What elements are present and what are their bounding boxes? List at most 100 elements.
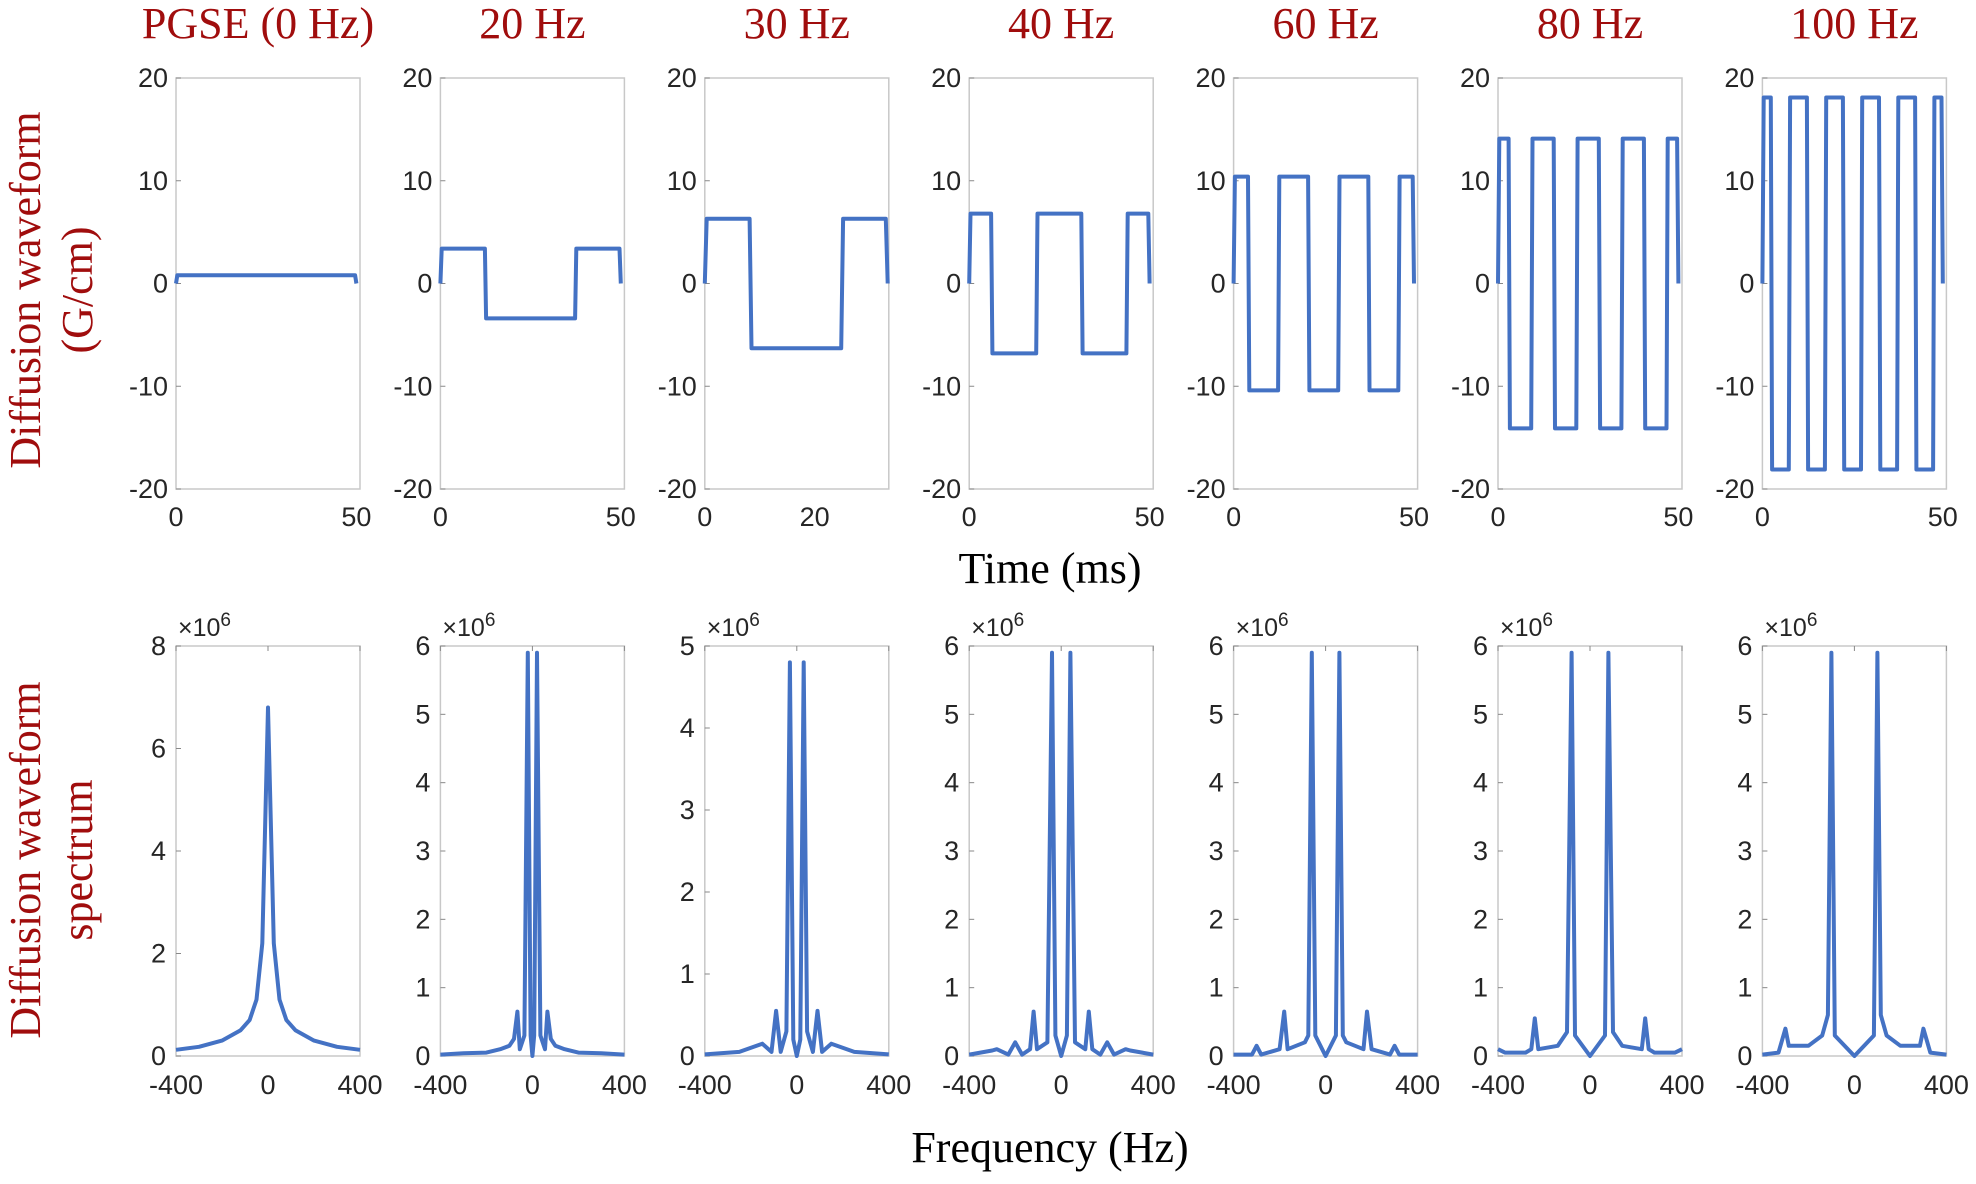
xtick-label: 0 xyxy=(962,502,977,532)
multiplier-exponent: 6 xyxy=(220,610,231,631)
xtick-label: 50 xyxy=(341,502,371,532)
xtick-label: 0 xyxy=(697,502,712,532)
waveform-line xyxy=(1231,174,1416,393)
axes-box xyxy=(704,645,890,1057)
axes-box xyxy=(175,77,361,490)
ytick-label: -20 xyxy=(658,474,697,504)
ytick-label: -10 xyxy=(922,371,961,401)
ytick-label: 0 xyxy=(944,1041,959,1071)
ytick-label: -20 xyxy=(1451,474,1490,504)
column-title: 60 Hz xyxy=(1272,0,1378,48)
ytick-label: 2 xyxy=(944,904,959,934)
ytick-label: 10 xyxy=(931,166,961,196)
ytick-label: -10 xyxy=(1187,371,1226,401)
ytick-label: -10 xyxy=(658,371,697,401)
multiplier-base: ×10 xyxy=(971,614,1013,642)
waveform-line xyxy=(1496,136,1681,431)
ytick-label: 4 xyxy=(1473,768,1488,798)
ytick-label: 1 xyxy=(944,973,959,1003)
ytick-label: -20 xyxy=(129,474,168,504)
ytick-label: 1 xyxy=(1209,973,1224,1003)
multiplier-base: ×10 xyxy=(707,614,749,642)
xtick-label: 0 xyxy=(260,1070,275,1100)
axes-box xyxy=(439,645,626,1057)
column-titles: PGSE (0 Hz) 20 Hz 30 Hz 40 Hz 60 Hz 80 Hz 100 … xyxy=(142,0,1919,48)
axes-box xyxy=(439,77,626,490)
xtick-label: 0 xyxy=(433,502,448,532)
ytick-label: 20 xyxy=(1196,63,1226,93)
xtick-label: -400 xyxy=(942,1070,996,1100)
ytick-label: 0 xyxy=(151,1041,166,1071)
ytick-label: 3 xyxy=(415,836,430,866)
ytick-label: 0 xyxy=(1737,1041,1752,1071)
multiplier-base: ×10 xyxy=(1500,614,1542,642)
ytick-label: 10 xyxy=(1196,166,1226,196)
ytick-label: 20 xyxy=(667,63,697,93)
ytick-label: 20 xyxy=(931,63,961,93)
multiplier-exponent: 6 xyxy=(1807,610,1818,631)
ytick-label: 1 xyxy=(415,973,430,1003)
axes-box xyxy=(1232,77,1419,490)
ytick-label: 20 xyxy=(1724,63,1754,93)
ytick-label: 1 xyxy=(1473,973,1488,1003)
ytick-label: 0 xyxy=(682,269,697,299)
ytick-label: 6 xyxy=(1209,631,1224,661)
ytick-label: 6 xyxy=(1737,631,1752,661)
ytick-label: 5 xyxy=(415,699,430,729)
spectrum-line xyxy=(1233,650,1418,1058)
xtick-label: -400 xyxy=(1735,1070,1789,1100)
bottom-ylabel: Diffusion waveform xyxy=(1,681,50,1038)
xtick-label: -400 xyxy=(1207,1070,1261,1100)
column-title: 30 Hz xyxy=(744,0,850,48)
multiplier-base: ×10 xyxy=(1764,614,1806,642)
xtick-label: 400 xyxy=(1924,1070,1969,1100)
ytick-label: 2 xyxy=(151,939,166,969)
xtick-label: 0 xyxy=(789,1070,804,1100)
column-title: 40 Hz xyxy=(1008,0,1114,48)
xtick-label: -400 xyxy=(149,1070,203,1100)
ytick-label: 2 xyxy=(680,877,695,907)
ytick-label: 10 xyxy=(138,166,168,196)
xtick-label: -400 xyxy=(678,1070,732,1100)
spectrum-line xyxy=(175,705,361,1052)
xtick-label: -400 xyxy=(413,1070,467,1100)
waveform-line xyxy=(1760,95,1945,472)
xtick-label: 50 xyxy=(606,502,636,532)
xtick-label: 0 xyxy=(168,502,183,532)
ytick-label: 10 xyxy=(1460,166,1490,196)
xtick-label: 0 xyxy=(1318,1070,1333,1100)
multiplier-exponent: 6 xyxy=(1278,610,1289,631)
ytick-label: 3 xyxy=(944,836,959,866)
xtick-label: 50 xyxy=(1135,502,1165,532)
ytick-label: 4 xyxy=(151,836,166,866)
axes-box xyxy=(968,645,1154,1057)
xtick-label: 0 xyxy=(525,1070,540,1100)
xtick-label: 400 xyxy=(602,1070,647,1100)
ytick-label: 3 xyxy=(1737,836,1752,866)
column-title: 80 Hz xyxy=(1537,0,1643,48)
ytick-label: 20 xyxy=(138,63,168,93)
spectrum-line xyxy=(704,660,889,1058)
xtick-label: 0 xyxy=(1226,502,1241,532)
ytick-label: 4 xyxy=(944,768,959,798)
xtick-label: 50 xyxy=(1928,502,1958,532)
ytick-label: 3 xyxy=(1209,836,1224,866)
ytick-label: 1 xyxy=(680,959,695,989)
ytick-label: -20 xyxy=(922,474,961,504)
xtick-label: 400 xyxy=(866,1070,911,1100)
xtick-label: 0 xyxy=(1847,1070,1862,1100)
multiplier-base: ×10 xyxy=(442,614,484,642)
ytick-label: -10 xyxy=(1451,371,1490,401)
xtick-label: 0 xyxy=(1582,1070,1597,1100)
waveform-line xyxy=(702,216,890,351)
ytick-label: 1 xyxy=(1737,973,1752,1003)
ytick-label: 4 xyxy=(1737,768,1752,798)
axes-box xyxy=(1761,645,1948,1057)
